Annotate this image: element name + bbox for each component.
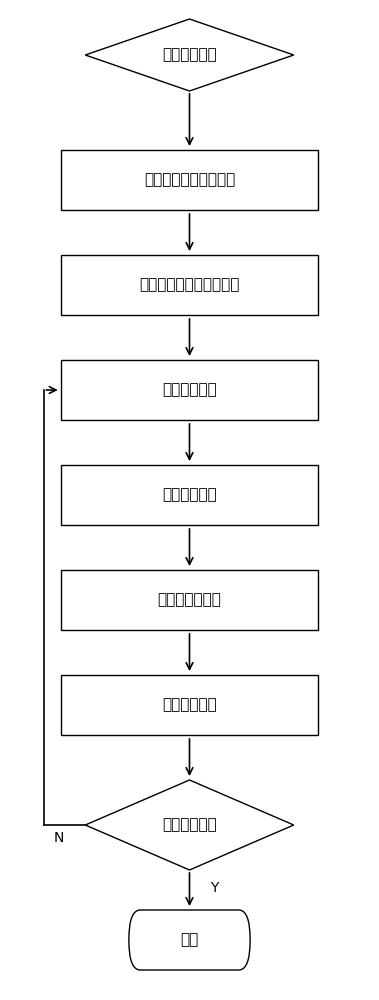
Text: 确定结构形式: 确定结构形式 [162,47,217,62]
Polygon shape [85,780,294,870]
Text: 确定优化参数: 确定优化参数 [162,698,217,712]
Text: Y: Y [210,881,218,895]
FancyBboxPatch shape [61,150,318,210]
FancyBboxPatch shape [61,465,318,525]
FancyBboxPatch shape [61,570,318,630]
FancyBboxPatch shape [61,675,318,735]
Polygon shape [85,19,294,91]
Text: 选择优化参数: 选择优化参数 [162,382,217,397]
Text: 生成目标函数: 生成目标函数 [162,488,217,502]
Text: 作出三维趋势图: 作出三维趋势图 [158,592,221,607]
FancyBboxPatch shape [129,910,250,970]
Text: 确定权重因子及约束条件: 确定权重因子及约束条件 [139,277,240,292]
FancyBboxPatch shape [61,360,318,420]
Text: 结束: 结束 [180,932,199,948]
Text: 生成各被动关节阻尼阵: 生成各被动关节阻尼阵 [144,172,235,188]
FancyBboxPatch shape [61,255,318,315]
Text: N: N [53,831,64,845]
Text: 优化全部完成: 优化全部完成 [162,818,217,832]
